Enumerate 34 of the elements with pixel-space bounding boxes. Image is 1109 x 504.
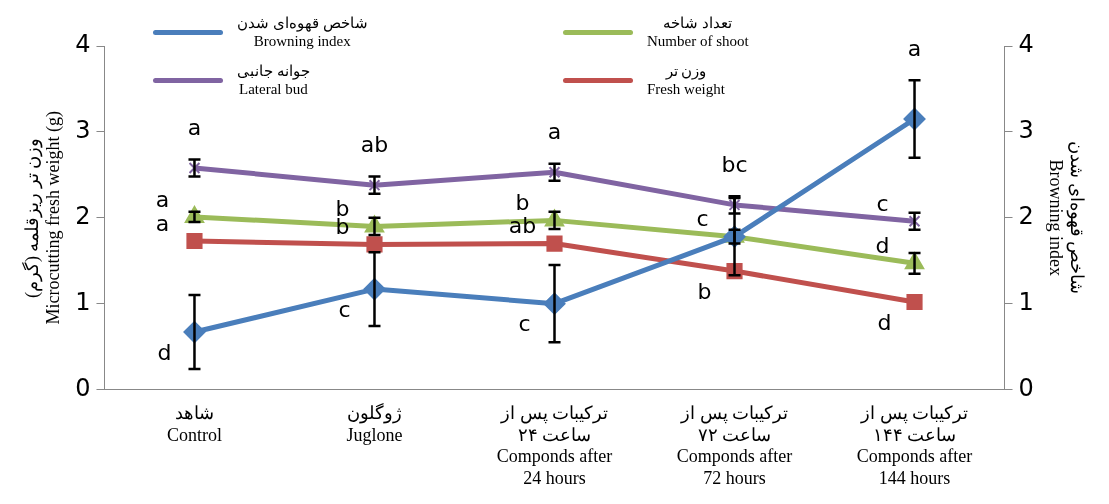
data-label: d <box>157 339 172 365</box>
y2-tick-label: 2 <box>1018 202 1034 231</box>
y2-tick-label: 3 <box>1018 116 1034 145</box>
data-label: c <box>696 206 709 232</box>
data-label: d <box>877 309 892 335</box>
data-label: a <box>547 119 562 145</box>
data-label: d <box>875 233 890 259</box>
data-label: bc <box>721 152 748 178</box>
data-label: ab <box>360 132 389 158</box>
point <box>546 235 563 252</box>
y-tick-label: 2 <box>75 202 91 231</box>
point <box>186 232 203 250</box>
y-tick-label: 3 <box>75 116 91 145</box>
data-label: c <box>876 190 889 216</box>
y-tick-label: 4 <box>75 30 91 59</box>
data-label: a <box>155 210 170 236</box>
y2-tick-label: 0 <box>1018 373 1034 402</box>
y-tick-label: 1 <box>75 287 91 316</box>
legend-label: تعداد شاخه Number of shoot <box>647 14 749 50</box>
data-label: b <box>515 190 530 216</box>
data-label: c <box>518 311 531 337</box>
y-tick-label: 0 <box>75 373 91 402</box>
y2-tick-label: 1 <box>1018 287 1034 316</box>
legend-label: شاخص قهوه‌ای شدن Browning index <box>237 14 368 50</box>
point <box>366 236 383 253</box>
data-label: c <box>338 296 351 322</box>
y2-tick-label: 4 <box>1018 30 1034 59</box>
data-label: a <box>155 186 170 212</box>
data-label: a <box>187 115 202 141</box>
legend-label: جوانه جانبی Lateral bud <box>237 62 310 98</box>
data-label: b <box>697 278 712 304</box>
point <box>906 293 923 311</box>
data-label: a <box>907 36 922 62</box>
legend-label: وزن تر Fresh weight <box>647 62 725 98</box>
